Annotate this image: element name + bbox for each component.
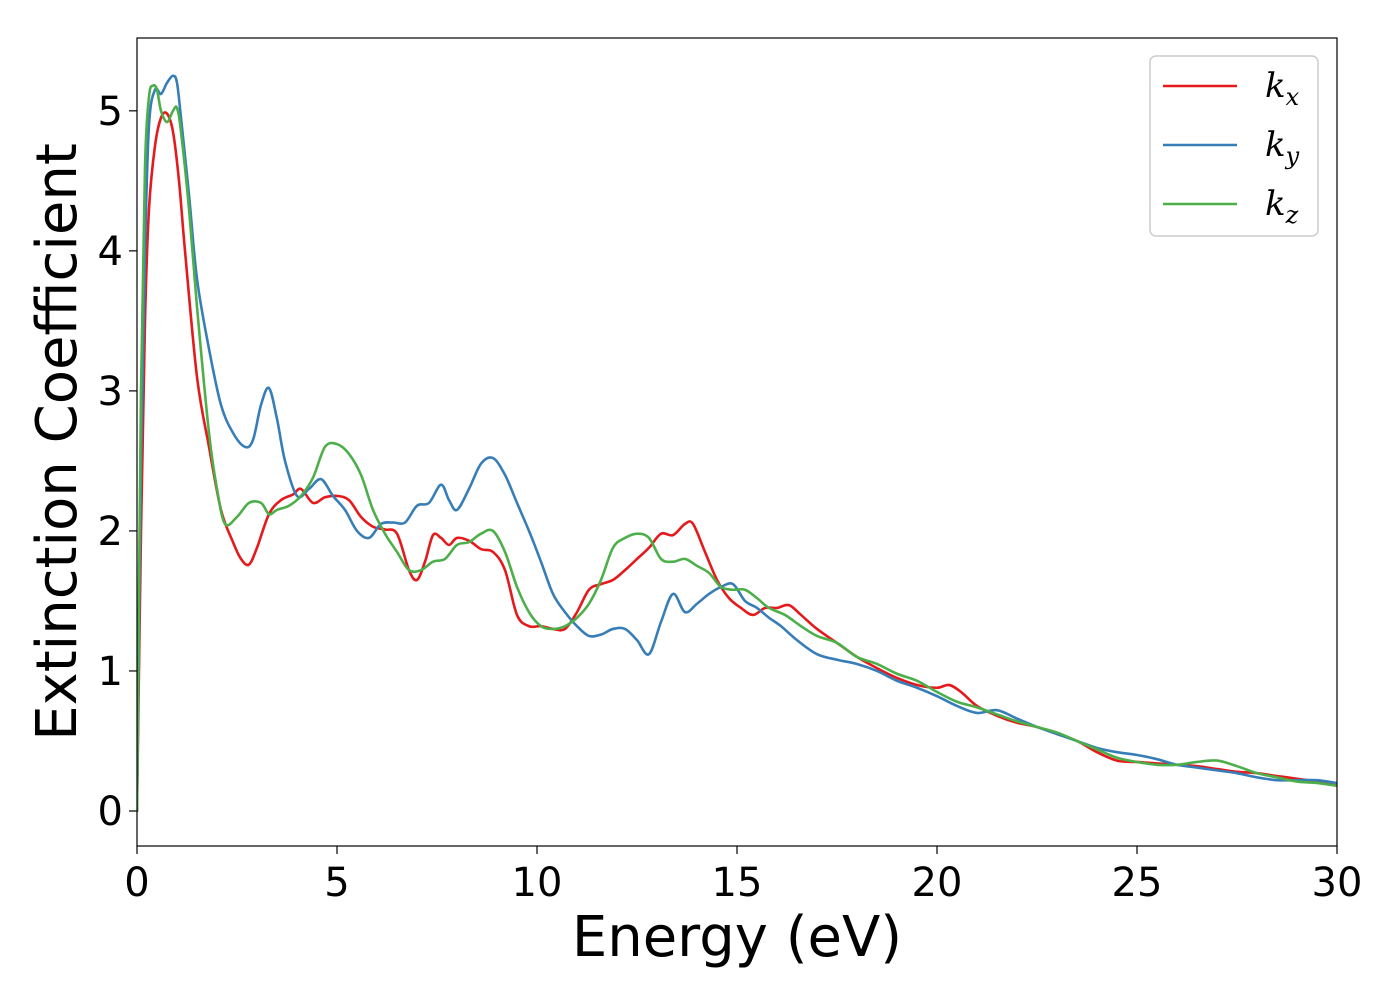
x-tick-label: 30 bbox=[1312, 860, 1363, 906]
y-tick-label: 1 bbox=[98, 649, 123, 695]
legend-label-x: kx bbox=[1265, 66, 1300, 111]
x-axis-ticks: 0 5 10 15 20 25 30 bbox=[124, 846, 1362, 906]
x-tick-label: 5 bbox=[324, 860, 349, 906]
x-tick-label: 25 bbox=[1112, 860, 1163, 906]
y-tick-label: 0 bbox=[98, 789, 123, 835]
series-lines bbox=[137, 74, 1337, 813]
x-tick-label: 20 bbox=[912, 860, 963, 906]
x-axis-label: Energy (eV) bbox=[572, 905, 902, 970]
legend: kx ky kz bbox=[1149, 55, 1319, 237]
x-tick-label: 15 bbox=[712, 860, 763, 906]
x-tick-label: 10 bbox=[512, 860, 563, 906]
y-tick-label: 3 bbox=[98, 369, 123, 415]
x-tick-label: 0 bbox=[124, 860, 149, 906]
legend-entries: kx ky kz bbox=[1163, 66, 1300, 229]
y-tick-label: 4 bbox=[98, 229, 123, 275]
y-tick-label: 2 bbox=[98, 509, 123, 555]
legend-label-y: ky bbox=[1265, 125, 1300, 170]
y-axis-ticks: 0 1 2 3 4 5 bbox=[98, 89, 137, 835]
legend-label-z: kz bbox=[1265, 184, 1299, 229]
y-tick-label: 5 bbox=[98, 89, 123, 135]
series-line-z bbox=[137, 83, 1337, 813]
y-axis-label: Extinction Coefficient bbox=[25, 143, 90, 741]
